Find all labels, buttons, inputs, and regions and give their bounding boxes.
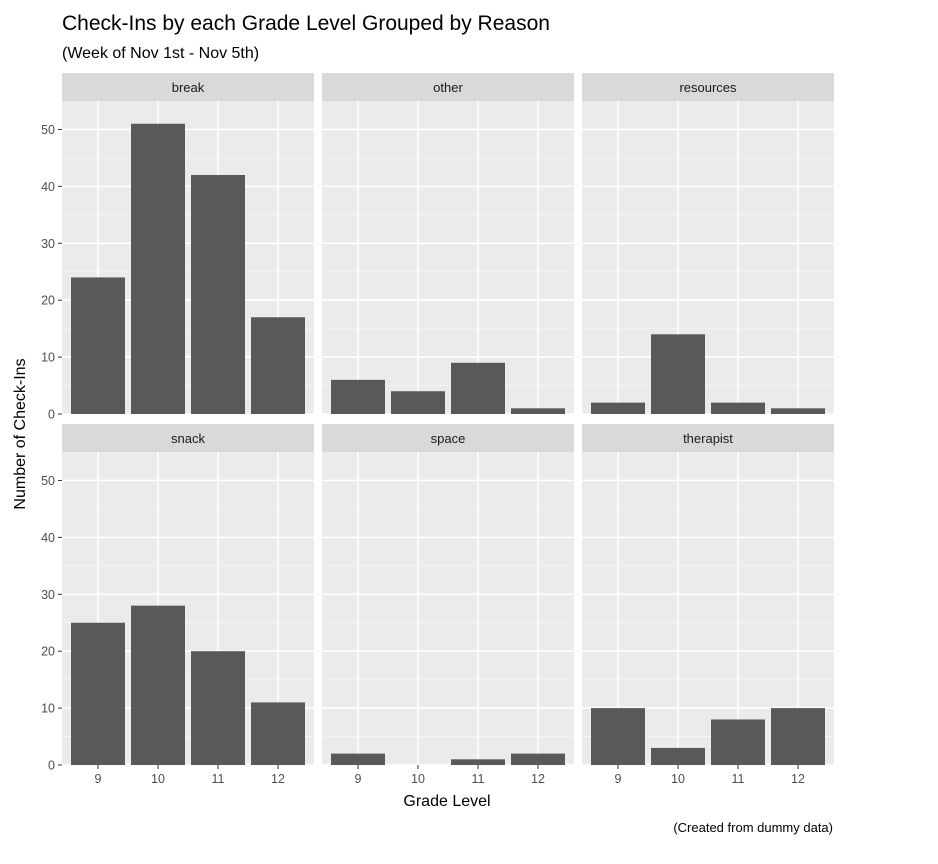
bar-resources-grade-9	[591, 402, 645, 414]
facet-break: break 0 10 20 30 40 50	[41, 73, 314, 422]
y-tick-label: 40	[41, 531, 55, 545]
chart-title: Check-Ins by each Grade Level Grouped by…	[62, 12, 550, 35]
chart-caption: (Created from dummy data)	[673, 820, 833, 835]
bar-snack-grade-12	[251, 702, 305, 765]
facet-strip-label: therapist	[683, 431, 733, 446]
facet-strip-label: resources	[679, 80, 737, 95]
facet-snack: snack 0 10 20 30 40 50 9 10 11 12	[41, 424, 314, 786]
y-tick-label: 20	[41, 294, 55, 308]
x-tick-label: 10	[671, 772, 685, 786]
facet-strip	[322, 73, 574, 101]
bar-break-grade-12	[251, 317, 305, 414]
x-tick-label: 12	[791, 772, 805, 786]
facet-strip-label: snack	[171, 431, 205, 446]
y-tick-label: 40	[41, 180, 55, 194]
y-tick-label: 0	[48, 408, 55, 422]
bar-space-grade-11	[451, 759, 505, 765]
x-tick-label: 12	[531, 772, 545, 786]
facet-strip	[582, 73, 834, 101]
bar-snack-grade-11	[191, 651, 245, 765]
facet-other: other	[322, 73, 574, 415]
y-tick-label: 0	[48, 759, 55, 773]
y-tick-label: 20	[41, 645, 55, 659]
x-tick-label: 11	[212, 772, 225, 786]
bar-break-grade-10	[131, 123, 185, 414]
facet-panel-background	[322, 101, 574, 414]
facet-panel-background	[582, 101, 834, 414]
bar-therapist-grade-11	[711, 719, 765, 765]
facet-panels: break 0 10 20 30 40 50 other resources snack 0 10 20…	[41, 73, 834, 786]
facet-strip	[62, 424, 314, 452]
chart-subtitle: (Week of Nov 1st - Nov 5th)	[62, 45, 259, 62]
x-tick-label: 9	[615, 772, 622, 786]
y-tick-label: 30	[41, 588, 55, 602]
y-axis-title: Number of Check-Ins	[12, 358, 29, 509]
bar-therapist-grade-10	[651, 747, 705, 765]
bar-other-grade-9	[331, 379, 385, 414]
bar-therapist-grade-12	[771, 708, 825, 765]
bar-other-grade-11	[451, 362, 505, 414]
x-tick-label: 12	[271, 772, 285, 786]
bar-resources-grade-12	[771, 408, 825, 414]
bar-other-grade-12	[511, 408, 565, 414]
facet-space: space 9 10 11 12	[322, 424, 574, 786]
x-tick-label: 9	[95, 772, 102, 786]
bar-space-grade-9	[331, 753, 385, 765]
bar-resources-grade-10	[651, 334, 705, 414]
facet-resources: resources	[582, 73, 834, 415]
x-tick-label: 11	[732, 772, 745, 786]
bar-space-grade-12	[511, 753, 565, 765]
facet-strip-label: space	[431, 431, 466, 446]
y-tick-label: 50	[41, 123, 55, 137]
facet-strip-label: break	[172, 80, 205, 95]
x-axis-title: Grade Level	[403, 793, 490, 810]
bar-break-grade-9	[71, 277, 125, 414]
y-tick-label: 10	[41, 351, 55, 365]
y-tick-label: 50	[41, 474, 55, 488]
bar-snack-grade-9	[71, 622, 125, 765]
x-tick-label: 9	[355, 772, 362, 786]
facet-therapist: therapist 9 10 11 12	[582, 424, 834, 786]
x-tick-label: 10	[411, 772, 425, 786]
facet-strip-label: other	[433, 80, 463, 95]
y-tick-label: 30	[41, 237, 55, 251]
facet-strip	[322, 424, 574, 452]
bar-break-grade-11	[191, 174, 245, 414]
y-tick-label: 10	[41, 702, 55, 716]
bar-other-grade-10	[391, 391, 445, 414]
bar-resources-grade-11	[711, 402, 765, 414]
facet-strip	[62, 73, 314, 101]
x-tick-label: 10	[151, 772, 165, 786]
bar-snack-grade-10	[131, 605, 185, 765]
x-tick-label: 11	[472, 772, 485, 786]
facet-panel-background	[322, 452, 574, 765]
bar-therapist-grade-9	[591, 708, 645, 765]
facet-strip	[582, 424, 834, 452]
